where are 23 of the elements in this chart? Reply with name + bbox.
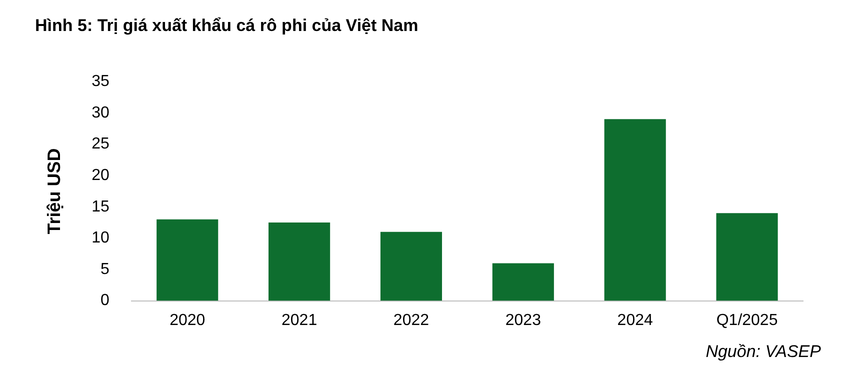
y-tick-label: 15: [92, 198, 110, 216]
y-tick-label: 30: [92, 104, 110, 122]
bar: [492, 263, 554, 301]
y-tick-label: 0: [100, 292, 110, 310]
bar: [604, 119, 666, 301]
x-tick-label: 2023: [505, 312, 542, 329]
chart-title: Hình 5: Trị giá xuất khẩu cá rô phi của Việt Nam: [35, 16, 418, 36]
bar: [268, 222, 330, 301]
x-tick-label: 2020: [170, 312, 206, 329]
bar: [380, 232, 442, 301]
y-tick-label: 10: [92, 230, 110, 247]
y-tick-label: 5: [100, 260, 110, 278]
text: Nguồn: VASEP: [706, 342, 821, 362]
bar: [716, 213, 778, 301]
y-tick-label: 35: [92, 73, 110, 90]
x-tick-label: 2021: [282, 312, 318, 329]
x-tick-label: 2022: [393, 312, 430, 329]
y-tick-label: 20: [92, 166, 110, 184]
bar: [156, 219, 218, 301]
y-tick-label: 25: [92, 136, 110, 153]
x-tick-label: Q1/2025: [716, 312, 778, 329]
x-tick-label: 2024: [617, 312, 653, 329]
y-axis-title: Triệu USD: [44, 148, 64, 234]
